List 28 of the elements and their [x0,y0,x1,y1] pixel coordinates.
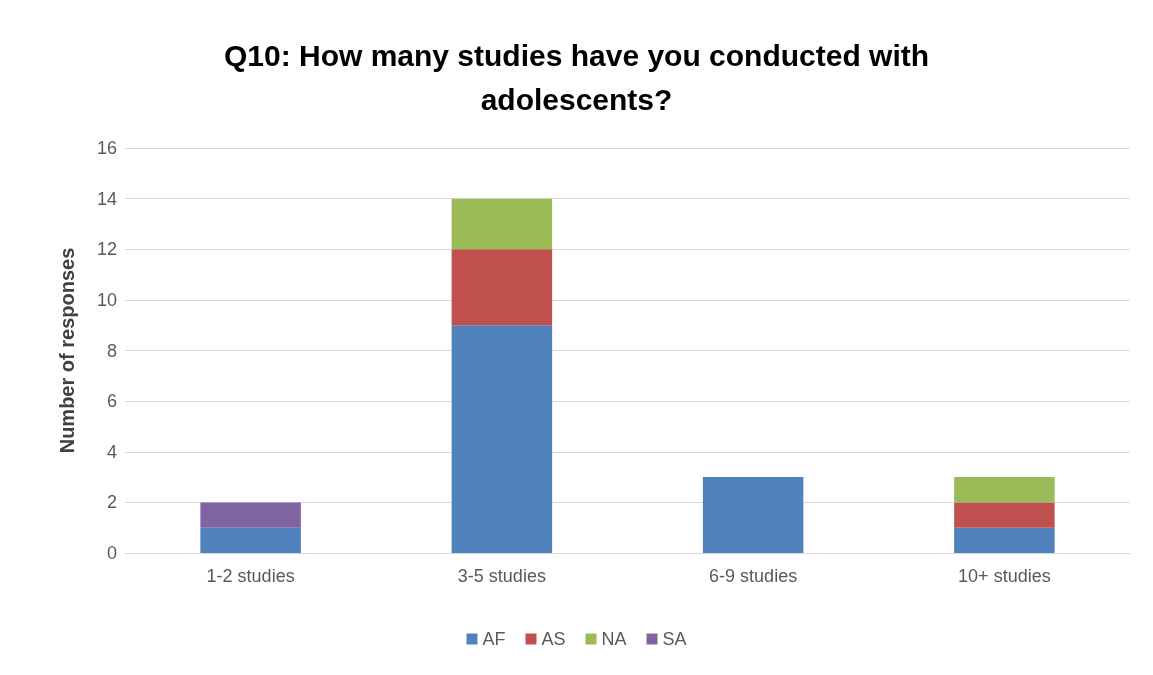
y-tick-label: 14 [96,188,117,209]
x-tick-label: 6-9 studies [709,566,798,586]
bar [954,477,1055,503]
y-tick-label: 12 [96,239,117,260]
bar [451,198,553,250]
y-axis-title: Number of responses [56,247,78,454]
legend-label: AF [482,629,506,649]
y-tick-label: 2 [106,492,117,513]
y-tick-label: 8 [106,340,117,361]
x-tick-label: 10+ studies [958,566,1051,586]
bar [200,527,301,553]
bar [200,502,301,528]
y-tick-label: 4 [106,441,117,462]
legend-label: AS [541,629,566,649]
bar [451,249,553,326]
y-tick-label: 0 [106,543,117,563]
y-tick-label: 16 [96,138,117,158]
bar [954,502,1055,528]
chart-title: Q10: How many studies have you conducted with adolescents? [223,38,930,116]
x-tick-label: 1-2 studies [206,566,295,586]
bar [954,527,1055,553]
legend-label: SA [662,629,687,649]
bar [702,477,804,553]
x-tick-label: 3-5 studies [457,566,546,586]
bar [451,325,553,553]
legend-label: NA [601,629,627,649]
y-tick-label: 6 [106,391,117,412]
y-tick-label: 10 [96,289,117,310]
